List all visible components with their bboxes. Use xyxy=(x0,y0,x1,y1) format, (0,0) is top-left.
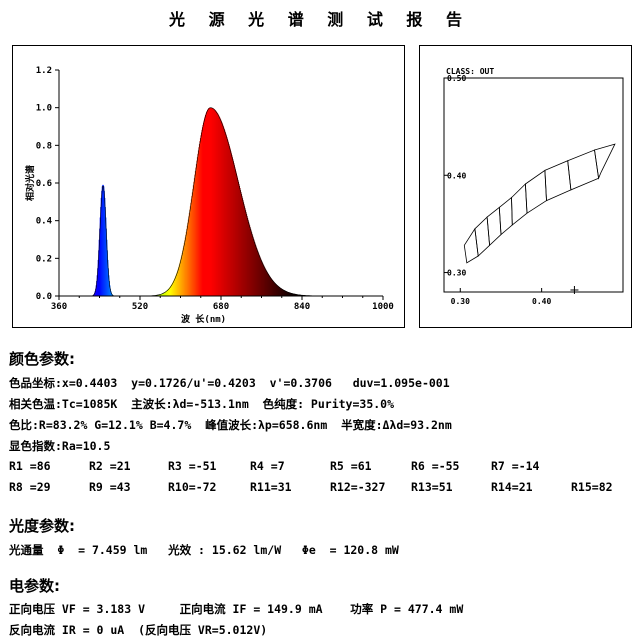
plot-frame xyxy=(443,77,624,293)
ri-value: R15=82 xyxy=(571,480,613,494)
chromaticity-chart-panel: 0.30 0.40 0.50 0.30 0.40 CLASS: OUT xyxy=(419,45,632,328)
bin-polygon xyxy=(594,143,616,180)
y-tick-label: 0.50 xyxy=(447,74,466,83)
x-tick-label: 0.40 xyxy=(532,297,551,306)
flux-line: 光通量 Φ = 7.459 lm 光效 : 15.62 lm/W Φe = 12… xyxy=(9,543,399,557)
ri-value: R10=-72 xyxy=(168,480,217,494)
x-tick-label: 1000 xyxy=(372,302,394,312)
bin-polygon xyxy=(544,160,572,202)
chromaticity-chart: 0.30 0.40 0.50 0.30 0.40 CLASS: OUT xyxy=(443,67,624,306)
ri-value: R7 =-14 xyxy=(491,459,540,473)
ri-value: R2 =21 xyxy=(89,459,131,473)
y-tick-label: 0.6 xyxy=(36,179,52,189)
color-ratio-line: 色比:R=83.2% G=12.1% B=4.7% 峰值波长:λp=658.6n… xyxy=(9,418,452,432)
forward-line: 正向电压 VF = 3.183 V 正向电流 IF = 149.9 mA 功率 … xyxy=(9,602,464,616)
x-axis-label: 波 长(nm) xyxy=(181,313,226,325)
ri-value: R12=-327 xyxy=(330,480,386,494)
x-tick-label: 0.30 xyxy=(451,297,470,306)
ri-value: R13=51 xyxy=(411,480,453,494)
y-axis-label: 相对光谱 xyxy=(24,165,36,201)
report-title: 光 源 光 谱 测 试 报 告 xyxy=(169,10,471,29)
ri-value: R8 =29 xyxy=(9,480,51,494)
bin-polygon xyxy=(498,196,513,236)
y-tick-label: 0.30 xyxy=(447,269,466,278)
reverse-line: 反向电流 IR = 0 uA (反向电压 VR=5.012V) xyxy=(9,623,268,637)
ri-value: R14=21 xyxy=(491,480,533,494)
ri-value: R4 =7 xyxy=(250,459,285,473)
bin-polygon xyxy=(486,206,502,247)
y-tick-label: 0.0 xyxy=(36,292,52,302)
y-tick-label: 0.40 xyxy=(447,171,466,180)
spectrum-chart: 0.0 0.2 0.4 0.6 0.8 1.0 1.2 360 520 680 840 1000 波 长… xyxy=(24,66,394,325)
ri-value: R1 =86 xyxy=(9,459,51,473)
bin-polygon xyxy=(463,227,479,264)
ri-value: R11=31 xyxy=(250,480,292,494)
spectrum-fill xyxy=(92,107,309,296)
bin-polygon xyxy=(567,149,600,191)
cct-line: 相关色温:Tc=1085K 主波长:λd=-513.1nm 色纯度: Purit… xyxy=(9,397,395,411)
y-tick-label: 1.0 xyxy=(36,104,52,114)
cri-line: 显色指数:Ra=10.5 xyxy=(9,439,111,453)
x-tick-label: 840 xyxy=(294,302,310,312)
y-tick-label: 0.2 xyxy=(36,254,52,264)
ri-value: R9 =43 xyxy=(89,480,131,494)
y-tick-label: 0.4 xyxy=(36,217,53,227)
bin-polygon xyxy=(524,169,547,214)
color-params-heading: 颜色参数: xyxy=(9,350,75,368)
y-tick-label: 0.8 xyxy=(36,141,52,151)
x-tick-label: 360 xyxy=(51,302,67,312)
spectrum-chart-panel: 0.0 0.2 0.4 0.6 0.8 1.0 1.2 360 520 680 840 1000 波 长… xyxy=(12,45,405,328)
ri-value: R5 =61 xyxy=(330,459,372,473)
electrical-params-heading: 电参数: xyxy=(9,577,60,595)
x-tick-label: 520 xyxy=(132,302,148,312)
ri-value: R6 =-55 xyxy=(411,459,460,473)
bin-polygon xyxy=(511,183,528,226)
class-annotation: CLASS: OUT xyxy=(446,67,494,76)
x-tick-label: 680 xyxy=(213,302,229,312)
photometric-params-heading: 光度参数: xyxy=(9,517,75,535)
chromaticity-line: 色品坐标:x=0.4403 y=0.1726/u'=0.4203 v'=0.37… xyxy=(9,376,450,390)
ri-value: R3 =-51 xyxy=(168,459,217,473)
y-tick-label: 1.2 xyxy=(36,66,52,76)
